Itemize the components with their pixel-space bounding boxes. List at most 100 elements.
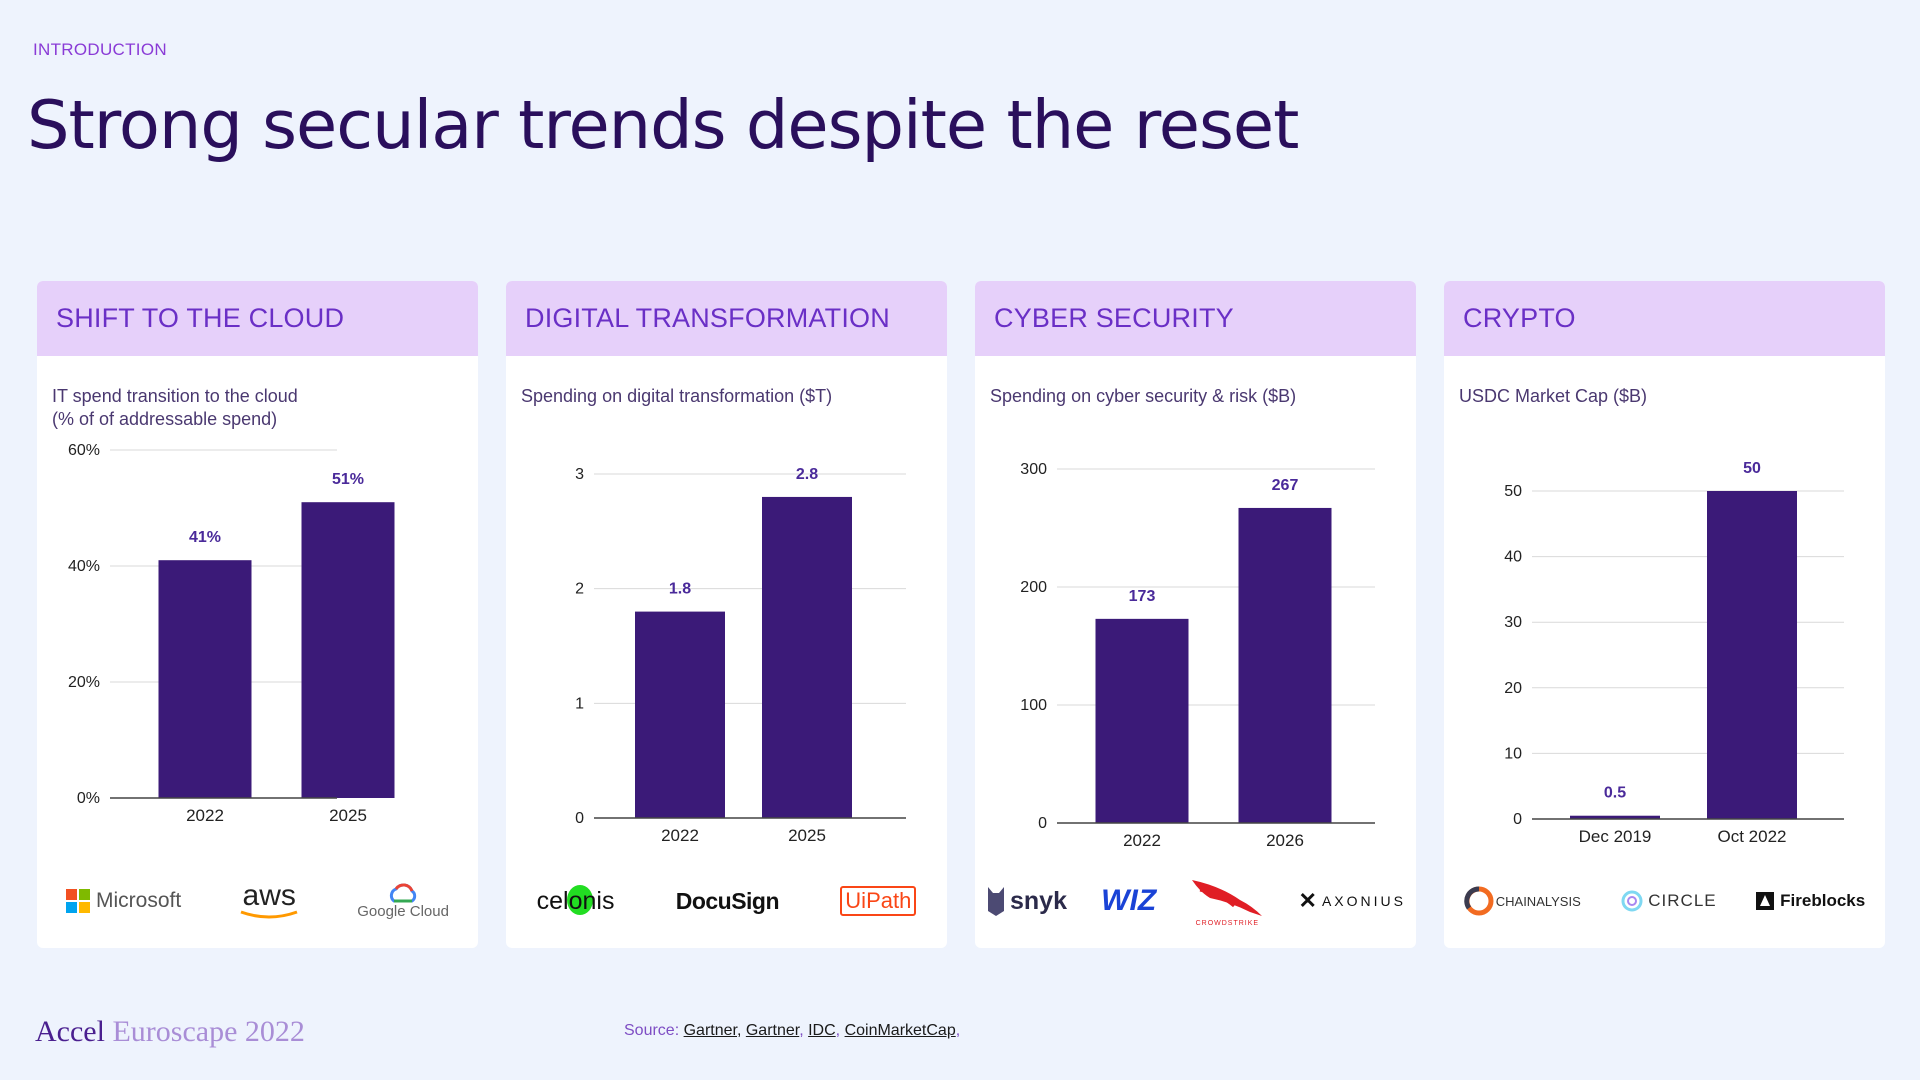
y-tick-label: 100 xyxy=(1020,697,1047,714)
card-cyber: CYBER SECURITY Spending on cyber securit… xyxy=(975,281,1416,948)
chainalysis-icon xyxy=(1464,886,1494,916)
aws-logo: aws xyxy=(239,879,299,920)
y-tick-label: 30 xyxy=(1504,614,1522,631)
wiz-logo: WIZ xyxy=(1101,884,1156,918)
brand-logo: Accel Euroscape 2022 xyxy=(35,1015,305,1049)
axonius-logo: ✕ AXONIUS xyxy=(1299,888,1406,914)
y-tick-label: 1 xyxy=(575,695,584,712)
logo-row: Microsoft aws Google Cloud xyxy=(37,871,478,931)
y-tick-label: 0 xyxy=(1038,815,1047,832)
card-cloud: SHIFT TO THE CLOUD IT spend transition t… xyxy=(37,281,478,948)
y-tick-label: 10 xyxy=(1504,745,1522,762)
chainalysis-logo: CHAINALYSIS xyxy=(1464,886,1581,916)
bar xyxy=(635,611,725,818)
source-link-gartner-1[interactable]: Gartner, xyxy=(683,1022,742,1039)
brand-secondary: Euroscape 2022 xyxy=(112,1015,305,1048)
x-tick-label: Dec 2019 xyxy=(1579,827,1652,846)
y-tick-label: 0 xyxy=(1513,811,1522,828)
eyebrow: INTRODUCTION xyxy=(33,40,167,59)
y-tick-label: 300 xyxy=(1020,461,1047,478)
chainalysis-label: CHAINALYSIS xyxy=(1495,893,1581,909)
wiz-label: WIZ xyxy=(1101,884,1157,917)
x-tick-label: 2022 xyxy=(1123,831,1161,850)
crowdstrike-logo: CROWDSTRIKE xyxy=(1190,876,1264,927)
y-tick-label: 60% xyxy=(68,442,100,459)
microsoft-logo: Microsoft xyxy=(66,889,181,913)
y-tick-label: 2 xyxy=(575,581,584,598)
celonis-blob-icon xyxy=(566,884,593,915)
google-cloud-label: Google Cloud xyxy=(357,902,449,920)
card-header: CYBER SECURITY xyxy=(975,281,1416,356)
uipath-logo: UiPath xyxy=(840,886,917,916)
chart-subtitle: Spending on cyber security & risk ($B) xyxy=(990,386,1297,406)
circle-icon xyxy=(1621,890,1643,912)
card-header: DIGITAL TRANSFORMATION xyxy=(506,281,947,356)
source-sep: , xyxy=(955,1022,961,1039)
source-link-gartner-2[interactable]: Gartner xyxy=(745,1022,800,1039)
y-tick-label: 3 xyxy=(575,466,584,483)
crowdstrike-falcon-icon xyxy=(1192,879,1263,916)
celonis-label: celonis xyxy=(536,886,615,915)
data-label: 41% xyxy=(189,529,221,546)
chart-cloud: 0% 20% 40% 60% 41% 2022 51% 2025 xyxy=(68,442,395,825)
microsoft-icon xyxy=(66,889,90,913)
snyk-dog-icon xyxy=(988,887,1004,916)
logo-row: snyk WIZ CROWDSTRIKE ✕ AXONIUS xyxy=(975,871,1416,931)
y-tick-label: 0 xyxy=(575,810,584,827)
x-tick-label: 2025 xyxy=(329,806,367,825)
docusign-logo: DocuSign xyxy=(675,887,780,915)
data-label: 267 xyxy=(1272,477,1299,494)
axonius-x-icon: ✕ xyxy=(1298,888,1317,913)
y-tick-label: 50 xyxy=(1504,483,1522,500)
y-tick-label: 200 xyxy=(1020,579,1047,596)
data-label: 1.8 xyxy=(669,581,691,598)
data-label: 50 xyxy=(1743,460,1761,477)
docusign-label: DocuSign xyxy=(675,887,780,914)
data-label: 51% xyxy=(332,471,364,488)
fireblocks-label: Fireblocks xyxy=(1780,891,1866,910)
chart-cyber: 0 100 200 300 173 2022 267 2026 xyxy=(1020,461,1375,850)
y-tick-label: 0% xyxy=(77,790,100,807)
bar xyxy=(762,496,852,818)
page-title: Strong secular trends despite the reset xyxy=(27,86,1299,164)
data-label: 2.8 xyxy=(796,466,818,483)
microsoft-label: Microsoft xyxy=(96,889,182,912)
chart-subtitle: IT spend transition to the cloud (% of o… xyxy=(52,386,298,429)
card-digital: DIGITAL TRANSFORMATION Spending on digit… xyxy=(506,281,947,948)
source-prefix: Source: xyxy=(624,1022,684,1039)
snyk-logo: snyk xyxy=(985,885,1067,917)
chart-crypto: 0 10 20 30 40 50 0.5 Dec 2019 50 Oct 2022 xyxy=(1504,460,1844,846)
uipath-label: UiPath xyxy=(840,886,917,916)
y-tick-label: 20% xyxy=(68,674,100,691)
chart-subtitle: Spending on digital transformation ($T) xyxy=(521,386,833,406)
axonius-label: AXONIUS xyxy=(1321,893,1406,909)
card-header: CRYPTO xyxy=(1444,281,1885,356)
circle-label: CIRCLE xyxy=(1648,891,1717,910)
bar xyxy=(1707,491,1797,819)
fireblocks-logo: Fireblocks xyxy=(1756,891,1865,911)
snyk-label: snyk xyxy=(1010,886,1067,915)
source-line: Source: Gartner, Gartner, IDC, CoinMarke… xyxy=(624,1022,960,1040)
aws-label: aws xyxy=(242,879,296,912)
bar xyxy=(1238,507,1332,823)
source-link-coinmarketcap[interactable]: CoinMarketCap xyxy=(844,1022,956,1039)
logo-row: celonis DocuSign UiPath xyxy=(506,871,947,931)
google-cloud-logo: Google Cloud xyxy=(357,883,449,920)
y-tick-label: 40% xyxy=(68,558,100,575)
bar xyxy=(301,502,395,798)
source-link-idc[interactable]: IDC xyxy=(808,1022,836,1039)
x-tick-label: Oct 2022 xyxy=(1718,827,1787,846)
card-header: SHIFT TO THE CLOUD xyxy=(37,281,478,356)
google-cloud-icon xyxy=(390,883,417,902)
x-tick-label: 2025 xyxy=(788,826,826,845)
source-sep: , xyxy=(835,1022,845,1039)
crowdstrike-label: CROWDSTRIKE xyxy=(1195,919,1260,927)
brand-primary: Accel xyxy=(35,1015,105,1048)
celonis-logo: celonis xyxy=(536,884,615,916)
card-crypto: CRYPTO USDC Market Cap ($B) 0 10 20 30 40 50 0… xyxy=(1444,281,1885,948)
x-tick-label: 2022 xyxy=(661,826,699,845)
chart-digital: 0 1 2 3 1.8 2022 2.8 2025 xyxy=(575,466,906,845)
data-label: 0.5 xyxy=(1604,785,1626,802)
source-sep: , xyxy=(799,1022,809,1039)
logo-row: CHAINALYSIS CIRCLE Fireblocks xyxy=(1444,871,1885,931)
